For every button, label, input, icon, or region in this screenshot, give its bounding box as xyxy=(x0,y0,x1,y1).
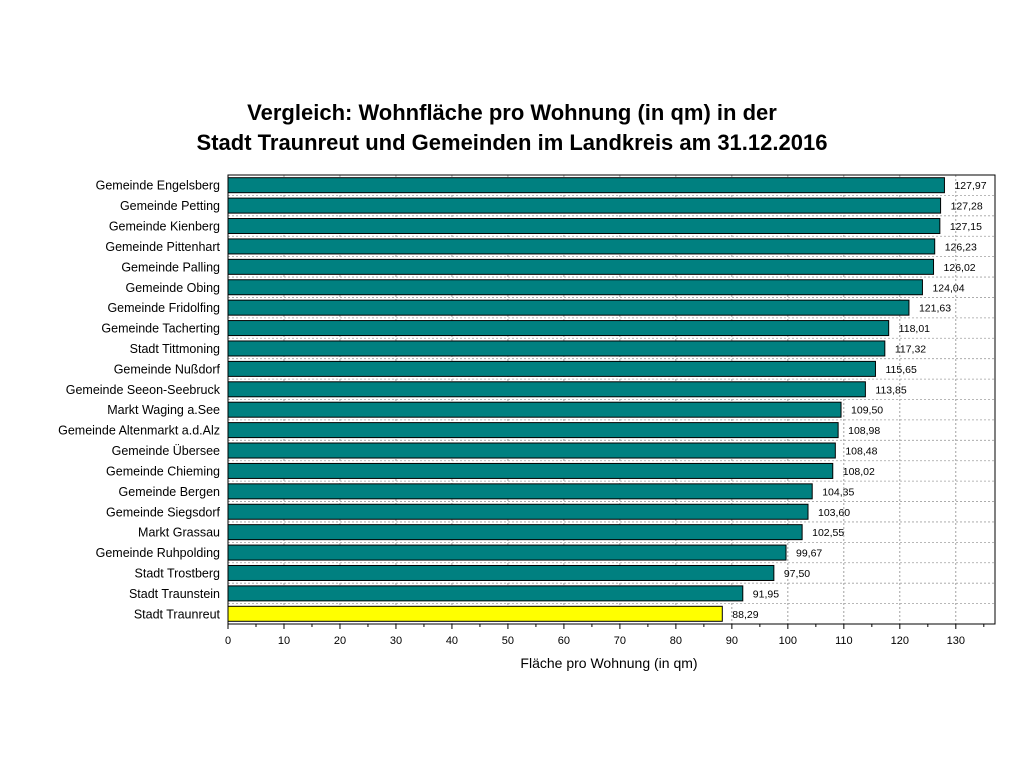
x-tick-label: 130 xyxy=(947,635,965,647)
bar xyxy=(227,177,945,194)
x-tick-label: 70 xyxy=(614,635,626,647)
bar xyxy=(227,422,839,439)
bar xyxy=(227,320,890,337)
x-tick-label: 40 xyxy=(446,635,458,647)
category-label: Gemeinde Petting xyxy=(120,199,220,213)
bar xyxy=(227,605,723,622)
bar xyxy=(227,360,876,377)
bar xyxy=(227,340,886,357)
data-label: 88,29 xyxy=(732,609,758,621)
x-tick-label: 20 xyxy=(334,635,346,647)
category-label: Gemeinde Altenmarkt a.d.Alz xyxy=(58,424,220,438)
plot-frame xyxy=(227,174,996,625)
category-label: Gemeinde Kienberg xyxy=(109,220,220,234)
category-label: Gemeinde Palling xyxy=(121,260,220,274)
category-labels: Gemeinde Engelsberg Gemeinde Petting Gemei… xyxy=(58,179,221,622)
x-axis: 0 10 20 30 40 50 60 70 80 90 100 110 120 130 xyxy=(225,624,985,647)
data-label: 127,28 xyxy=(951,201,983,213)
x-tick-label: 0 xyxy=(225,635,231,647)
category-label: Gemeinde Übersee xyxy=(112,444,220,458)
x-tick-label: 90 xyxy=(726,635,738,647)
bar xyxy=(227,564,775,581)
bar xyxy=(227,258,935,275)
data-label: 117,32 xyxy=(895,343,926,355)
grid-lines xyxy=(228,175,995,624)
category-label: Gemeinde Ruhpolding xyxy=(96,546,220,560)
data-label: 121,63 xyxy=(919,303,951,315)
bar xyxy=(227,462,834,479)
data-label: 126,23 xyxy=(945,241,977,253)
data-label: 109,50 xyxy=(851,405,883,417)
data-label: 103,60 xyxy=(818,507,850,519)
category-label: Gemeinde Tacherting xyxy=(101,322,220,336)
bar xyxy=(227,238,936,255)
category-label: Stadt Traunreut xyxy=(134,607,221,621)
x-axis-label: Fläche pro Wohnung (in qm) xyxy=(520,655,697,671)
category-label: Gemeinde Pittenhart xyxy=(105,240,220,254)
bar xyxy=(227,503,809,520)
data-label: 91,95 xyxy=(753,588,779,600)
chart-title: Vergleich: Wohnfläche pro Wohnung (in qm… xyxy=(0,98,1024,158)
data-label: 118,01 xyxy=(899,323,930,335)
value-labels: 127,97 127,28 127,15 126,23 126,02 124,04 121,… xyxy=(732,180,986,621)
category-label: Gemeinde Engelsberg xyxy=(96,179,220,193)
bar xyxy=(227,442,836,459)
x-tick-label: 10 xyxy=(278,635,290,647)
x-tick-label: 110 xyxy=(835,635,853,647)
category-label: Gemeinde Siegsdorf xyxy=(106,505,220,519)
category-label: Markt Grassau xyxy=(138,526,220,540)
data-label: 115,65 xyxy=(885,364,916,376)
x-tick-label: 80 xyxy=(670,635,682,647)
category-label: Gemeinde Seeon-Seebruck xyxy=(66,383,221,397)
bar xyxy=(227,218,941,235)
data-label: 108,02 xyxy=(843,466,875,478)
x-tick-label: 120 xyxy=(891,635,909,647)
chart-title-line-2: Stadt Traunreut und Gemeinden im Landkre… xyxy=(196,130,828,155)
data-label: 104,35 xyxy=(822,486,854,498)
chart-title-line-1: Vergleich: Wohnfläche pro Wohnung (in qm… xyxy=(247,100,777,125)
data-label: 127,97 xyxy=(954,180,986,192)
bar xyxy=(227,381,866,398)
data-label: 97,50 xyxy=(784,568,810,580)
x-tick-label: 30 xyxy=(390,635,402,647)
bar xyxy=(227,197,942,214)
bar xyxy=(227,524,803,541)
x-tick-label: 100 xyxy=(779,635,797,647)
x-tick-label: 60 xyxy=(558,635,570,647)
bars xyxy=(227,177,945,622)
category-label: Stadt Traunstein xyxy=(129,587,220,601)
bar xyxy=(227,483,813,500)
data-label: 99,67 xyxy=(796,548,822,560)
bar xyxy=(227,585,744,602)
data-label: 108,48 xyxy=(845,446,877,458)
data-label: 108,98 xyxy=(848,425,880,437)
category-label: Stadt Tittmoning xyxy=(130,342,220,356)
category-label: Gemeinde Fridolfing xyxy=(107,301,220,315)
bar xyxy=(227,299,910,316)
category-label: Gemeinde Bergen xyxy=(119,485,221,499)
category-label: Gemeinde Chieming xyxy=(106,464,220,478)
category-label: Gemeinde Nußdorf xyxy=(114,362,221,376)
bar xyxy=(227,544,787,561)
category-label: Stadt Trostberg xyxy=(135,566,221,580)
data-label: 126,02 xyxy=(944,262,976,274)
data-label: 124,04 xyxy=(932,282,964,294)
category-label: Markt Waging a.See xyxy=(107,403,220,417)
data-label: 102,55 xyxy=(812,527,844,539)
bar xyxy=(227,279,923,296)
category-label: Gemeinde Obing xyxy=(125,281,220,295)
bar xyxy=(227,401,842,418)
x-tick-label: 50 xyxy=(502,635,514,647)
data-label: 127,15 xyxy=(950,221,982,233)
data-label: 113,85 xyxy=(875,384,906,396)
